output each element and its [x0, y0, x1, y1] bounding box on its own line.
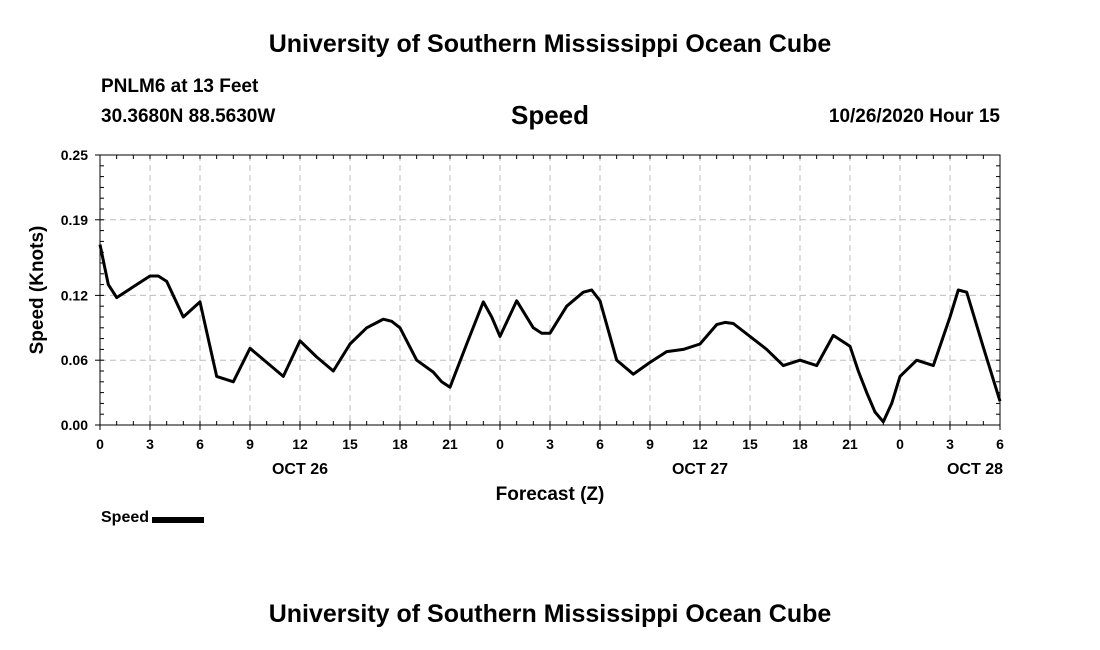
station-label: PNLM6 at 13 Feet — [101, 76, 259, 97]
y-tick-label: 0.06 — [61, 352, 88, 368]
y-axis-label: Speed (Knots) — [27, 226, 48, 355]
chart-axes: 0 3 6 9 12 15 18 21 0 3 6 9 12 15 18 21 0 3 6 0.25 0.19 0.12 0… — [61, 147, 1004, 478]
forecast-datetime: 10/26/2020 Hour 15 — [828, 106, 1000, 127]
x-tick-label: 0 — [896, 436, 904, 452]
y-tick-label: 0.25 — [61, 147, 88, 163]
page-title: University of Southern Mississippi Ocean… — [268, 30, 832, 58]
x-tick-label: 0 — [496, 436, 504, 452]
x-tick-label: 6 — [996, 436, 1004, 452]
x-tick-label: 21 — [842, 436, 858, 452]
x-tick-label: 12 — [692, 436, 708, 452]
x-tick-label: 18 — [792, 436, 808, 452]
station-coordinates: 30.3680N 88.5630W — [101, 106, 276, 127]
chart-title: Speed — [510, 100, 590, 130]
x-tick-label: 15 — [742, 436, 758, 452]
legend-line-swatch — [152, 516, 205, 523]
x-axis-label: Forecast (Z) — [496, 484, 605, 505]
x-tick-label: 9 — [246, 436, 254, 452]
speed-series-line — [98, 244, 1002, 424]
chart-legend: Speed — [101, 509, 205, 527]
legend-label: Speed — [101, 509, 150, 526]
x-tick-label: 3 — [546, 436, 554, 452]
y-tick-label: 0.19 — [61, 212, 88, 228]
date-label: OCT 28 — [947, 461, 1003, 478]
footer-title: University of Southern Mississippi Ocean… — [268, 600, 832, 628]
date-label: OCT 26 — [272, 461, 328, 478]
x-tick-label: 6 — [596, 436, 604, 452]
date-label: OCT 27 — [672, 461, 728, 478]
y-tick-label: 0.12 — [61, 287, 88, 303]
x-tick-label: 12 — [292, 436, 308, 452]
x-tick-label: 6 — [196, 436, 204, 452]
x-tick-label: 9 — [646, 436, 654, 452]
x-tick-label: 18 — [392, 436, 408, 452]
x-tick-label: 21 — [442, 436, 458, 452]
chart-grid — [100, 155, 1000, 425]
x-tick-label: 0 — [96, 436, 104, 452]
x-tick-label: 3 — [146, 436, 154, 452]
y-tick-label: 0.00 — [61, 417, 88, 433]
x-tick-label: 15 — [342, 436, 358, 452]
x-tick-label: 3 — [946, 436, 954, 452]
